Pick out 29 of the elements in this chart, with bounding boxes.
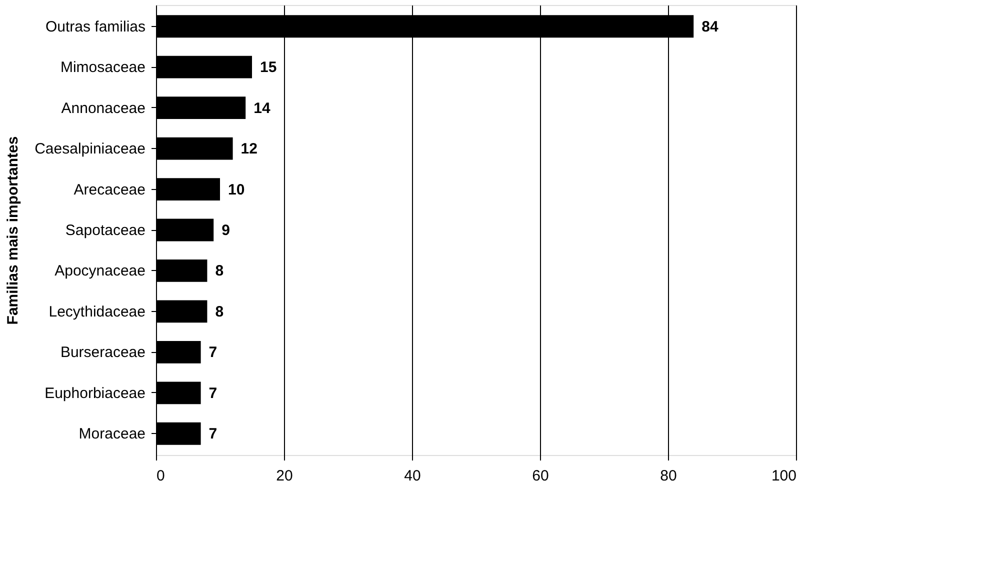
data-label: 14 [254, 100, 271, 117]
data-label: 12 [240, 140, 258, 158]
y-tick-label: Mimosaceae [60, 59, 146, 76]
data-label: 10 [228, 181, 245, 198]
y-tick-label: Apocynaceae [54, 262, 146, 280]
y-axis-title: Familias mais importantes [4, 136, 22, 325]
y-tick-label: Sapotaceae [65, 222, 146, 239]
x-tick-label: 40 [404, 468, 421, 484]
data-label: 15 [260, 59, 277, 76]
y-tick-label: Annonaceae [61, 100, 146, 117]
y-tick-label: Arecaceae [74, 181, 146, 198]
x-tick-label: 60 [532, 468, 549, 484]
data-label: 8 [215, 262, 224, 280]
data-label: 7 [208, 344, 218, 362]
x-tick-label: 80 [660, 468, 677, 484]
data-label: 7 [208, 426, 218, 443]
x-tick-label: 0 [156, 468, 165, 484]
data-label: 84 [702, 18, 719, 36]
y-tick-label: Lecythidaceae [48, 303, 146, 320]
y-tick-label: Euphorbiaceae [44, 384, 146, 402]
x-tick-label: 20 [276, 468, 293, 484]
y-tick-label: Moraceae [78, 426, 146, 443]
y-tick-label: Caesalpiniaceae [34, 140, 146, 158]
data-label: 9 [222, 222, 230, 239]
y-tick-label: Burseraceae [60, 344, 146, 362]
x-tick-label: 100 [771, 468, 796, 484]
data-label: 8 [215, 303, 224, 320]
data-label: 7 [208, 384, 218, 402]
y-tick-label: Outras familias [45, 18, 146, 36]
